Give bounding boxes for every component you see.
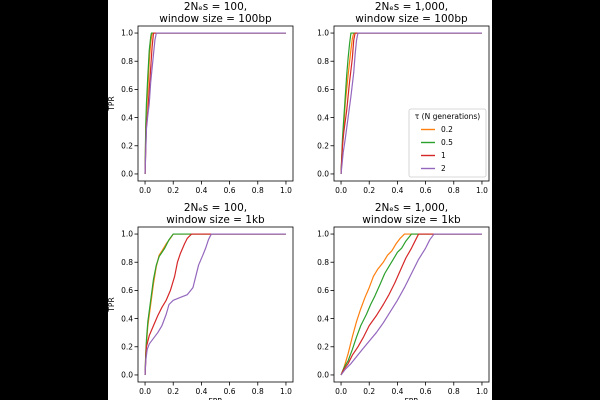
y-tick-label: 0.4 xyxy=(317,314,329,323)
y-tick-label: 1.0 xyxy=(121,230,133,239)
x-tick-label: 0.0 xyxy=(335,186,347,195)
y-tick-label: 0.8 xyxy=(317,57,329,66)
legend-title: τ (N generations) xyxy=(415,112,481,121)
subplot-title-line2: window size = 100bp xyxy=(355,13,468,25)
x-tick-label: 0.4 xyxy=(195,186,207,195)
y-tick-label: 0.0 xyxy=(317,170,329,179)
series-line-t05 xyxy=(144,233,286,375)
y-tick-label: 0.2 xyxy=(317,342,329,351)
legend-entry-label: 2 xyxy=(441,164,446,173)
series-line-t2 xyxy=(340,233,482,376)
axes-frame xyxy=(137,226,294,383)
y-tick-label: 0.2 xyxy=(121,141,133,150)
x-tick-label: 0.8 xyxy=(448,387,460,396)
y-tick-label: 0.4 xyxy=(121,314,133,323)
subplot-title-line2: window size = 1kb xyxy=(166,214,265,226)
figure-background xyxy=(108,0,492,400)
legend-entry-label: 1 xyxy=(441,151,446,160)
axes-frame xyxy=(333,25,490,182)
y-axis-label: TPR xyxy=(107,297,116,312)
x-tick-label: 1.0 xyxy=(476,387,488,396)
x-tick-label: 0.0 xyxy=(139,387,151,396)
series-line-t05 xyxy=(144,32,286,174)
subplot-title-line1: 2Nₑs = 1,000, xyxy=(375,1,448,13)
x-tick-label: 0.2 xyxy=(363,186,375,195)
x-tick-label: 0.8 xyxy=(252,186,264,195)
series-line-t2 xyxy=(340,32,482,175)
subplot-title-line2: window size = 1kb xyxy=(362,214,461,226)
y-tick-label: 0.6 xyxy=(121,286,133,295)
series-line-t1 xyxy=(340,32,482,174)
x-tick-label: 0.0 xyxy=(139,186,151,195)
y-tick-label: 0.0 xyxy=(317,371,329,380)
x-tick-label: 0.4 xyxy=(391,387,403,396)
y-axis-label: TPR xyxy=(107,96,116,111)
x-tick-label: 0.6 xyxy=(420,387,432,396)
series-line-t05 xyxy=(340,233,482,376)
y-tick-label: 0.0 xyxy=(121,371,133,380)
x-tick-label: 0.6 xyxy=(420,186,432,195)
x-tick-label: 0.4 xyxy=(195,387,207,396)
series-line-t02 xyxy=(340,233,482,376)
y-tick-label: 1.0 xyxy=(317,29,329,38)
series-line-t05 xyxy=(340,32,482,174)
subplot-1: 2Nₑs = 100,window size = 100bp 0.0 0.2 0.4 0… xyxy=(107,1,294,195)
x-tick-label: 0.2 xyxy=(363,387,375,396)
y-tick-label: 1.0 xyxy=(317,230,329,239)
x-tick-label: 0.2 xyxy=(167,186,179,195)
y-tick-label: 0.8 xyxy=(121,258,133,267)
y-tick-label: 0.8 xyxy=(121,57,133,66)
y-tick-label: 0.6 xyxy=(317,286,329,295)
y-tick-label: 0.2 xyxy=(121,342,133,351)
x-axis-label: FPR xyxy=(208,397,222,400)
legend-entry-label: 0.5 xyxy=(441,138,453,147)
subplot-title-line1: 2Nₑs = 100, xyxy=(184,202,247,214)
y-tick-label: 0.6 xyxy=(121,85,133,94)
x-tick-label: 0.0 xyxy=(335,387,347,396)
y-tick-label: 0.8 xyxy=(317,258,329,267)
subplot-title-line1: 2Nₑs = 100, xyxy=(184,1,247,13)
x-tick-label: 0.2 xyxy=(167,387,179,396)
x-tick-label: 1.0 xyxy=(476,186,488,195)
subplot-title-line1: 2Nₑs = 1,000, xyxy=(375,202,448,214)
series-line-t2 xyxy=(144,32,286,174)
subplot-title-line2: window size = 100bp xyxy=(159,13,272,25)
axes-frame xyxy=(137,25,294,182)
y-tick-label: 0.2 xyxy=(317,141,329,150)
subplot-4: 2Nₑs = 1,000,window size = 1kb 0.0 0.2 0.4 0… xyxy=(317,202,490,400)
series-line-t1 xyxy=(144,233,286,375)
x-tick-label: 0.6 xyxy=(224,387,236,396)
x-tick-label: 1.0 xyxy=(280,387,292,396)
subplot-3: 2Nₑs = 100,window size = 1kb 0.0 0.2 0.4 0.6… xyxy=(107,202,294,400)
x-tick-label: 0.8 xyxy=(252,387,264,396)
x-tick-label: 0.8 xyxy=(448,186,460,195)
y-tick-label: 0.6 xyxy=(317,85,329,94)
series-line-t2 xyxy=(144,233,286,375)
x-axis-label: FPR xyxy=(404,397,418,400)
x-tick-label: 0.4 xyxy=(391,186,403,195)
legend-entry-label: 0.2 xyxy=(441,125,453,134)
y-tick-label: 0.4 xyxy=(317,113,329,122)
x-tick-label: 0.6 xyxy=(224,186,236,195)
y-tick-label: 0.0 xyxy=(121,170,133,179)
legend: τ (N generations) 0.2 0.5 1 2 xyxy=(408,108,487,178)
series-line-t1 xyxy=(340,233,482,376)
y-tick-label: 1.0 xyxy=(121,29,133,38)
legend-box xyxy=(408,108,487,178)
axes-frame xyxy=(333,226,490,383)
subplot-2: 2Nₑs = 1,000,window size = 100bp 0.0 0.2 0.… xyxy=(317,1,490,195)
y-tick-label: 0.4 xyxy=(121,113,133,122)
x-tick-label: 1.0 xyxy=(280,186,292,195)
